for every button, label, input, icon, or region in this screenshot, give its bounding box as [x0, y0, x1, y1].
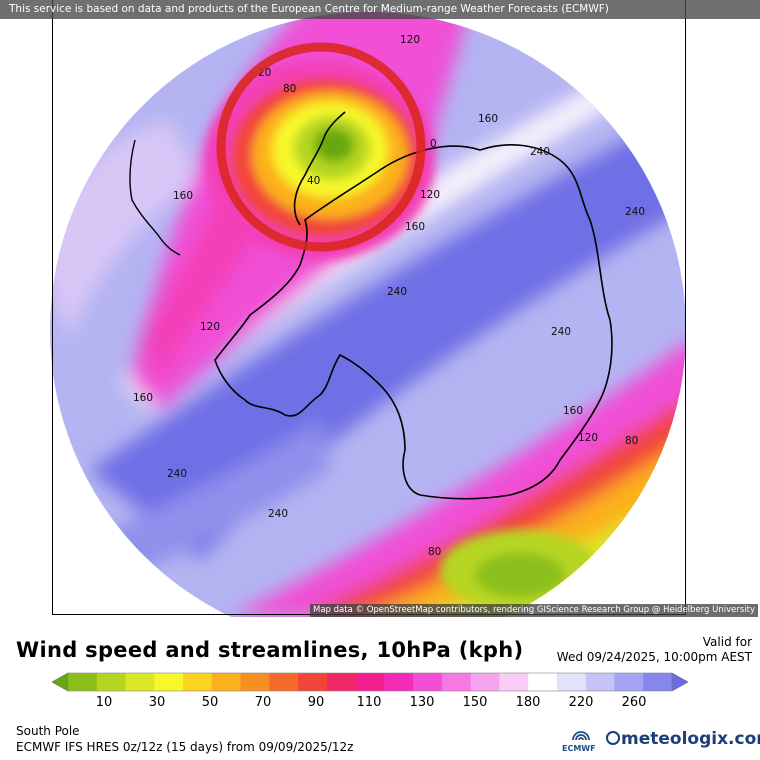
scale-color-step: [125, 673, 155, 691]
contour-label: 240: [551, 326, 571, 338]
contour-label: 240: [268, 508, 288, 520]
scale-color-step: [413, 673, 443, 691]
ecmwf-logo[interactable]: ECMWF: [562, 728, 602, 756]
contour-label: 120: [578, 432, 598, 444]
scale-color-step: [183, 673, 213, 691]
contour-label: 160: [133, 392, 153, 404]
scale-tick: 260: [621, 695, 647, 710]
contour-label: 0: [430, 138, 437, 150]
contour-label: 240: [167, 468, 187, 480]
contour-label: 240: [625, 206, 645, 218]
contour-label: 40: [307, 175, 320, 187]
scale-tick: 220: [568, 695, 594, 710]
map-attribution[interactable]: Map data © OpenStreetMap contributors, r…: [310, 604, 758, 617]
contour-label: 160: [405, 221, 425, 233]
scale-color-step: [154, 673, 184, 691]
region-label: South Pole: [16, 724, 80, 738]
valid-datetime: Wed 09/24/2025, 10:00pm AEST: [556, 650, 752, 664]
source-credit-bar: This service is based on data and produc…: [0, 0, 760, 19]
ecmwf-logo-icon: [572, 731, 590, 741]
scale-color-step: [499, 673, 529, 691]
scale-tick: 70: [254, 695, 272, 710]
scale-color-step: [528, 673, 558, 691]
scale-max-arrow: [671, 672, 688, 692]
chart-title: Wind speed and streamlines, 10hPa (kph): [16, 638, 524, 662]
ecmwf-logo-text: ECMWF: [562, 744, 596, 753]
scale-color-step: [269, 673, 299, 691]
meteologix-logo[interactable]: meteologix.com: [606, 729, 760, 749]
scale-color-step: [441, 673, 472, 691]
color-scale-bar: [52, 672, 688, 692]
contour-label: 120: [400, 34, 420, 46]
valid-for-label: Valid for: [702, 635, 752, 649]
south-america-coast: [129, 139, 181, 256]
scale-tick: 150: [462, 695, 488, 710]
highlight-circle: [216, 42, 426, 252]
antarctic-peninsula: [293, 111, 346, 226]
scale-tick: 90: [307, 695, 325, 710]
scale-tick: 130: [409, 695, 435, 710]
scale-border: [67, 672, 673, 692]
scale-color-step: [96, 673, 127, 691]
contour-label: 120: [420, 189, 440, 201]
model-run-info: ECMWF IFS HRES 0z/12z (15 days) from 09/…: [16, 740, 354, 754]
wind-speed-map[interactable]: 160 120 20 80 160 240 0 40 120 160 240 1…: [0, 0, 760, 617]
contour-label: 160: [563, 405, 583, 417]
contour-label: 80: [283, 83, 296, 95]
scale-color-step: [614, 673, 644, 691]
contour-label: 80: [428, 546, 441, 558]
scale-color-step: [240, 673, 270, 691]
scale-color-step: [355, 673, 385, 691]
contour-label: 80: [625, 435, 638, 447]
map-area[interactable]: 160 120 20 80 160 240 0 40 120 160 240 1…: [0, 0, 760, 617]
scale-tick: 30: [148, 695, 166, 710]
scale-min-arrow: [52, 672, 69, 692]
scale-color-step: [326, 673, 357, 691]
scale-color-step: [68, 673, 98, 691]
scale-color-step: [298, 673, 328, 691]
scale-color-step: [643, 673, 673, 691]
scale-color-step: [585, 673, 615, 691]
scale-tick: 110: [356, 695, 382, 710]
contour-labels: 160 120 20 80 160 240 0 40 120 160 240 1…: [133, 19, 645, 558]
scale-tick: 10: [95, 695, 113, 710]
meteologix-logo-icon: [606, 731, 620, 745]
contour-label: 120: [200, 321, 220, 333]
scale-tick: 50: [201, 695, 219, 710]
scale-tick: 180: [515, 695, 541, 710]
contour-label: 160: [478, 113, 498, 125]
contour-label: 160: [248, 19, 268, 31]
contour-label: 240: [387, 286, 407, 298]
scale-color-step: [556, 673, 587, 691]
scale-color-step: [470, 673, 500, 691]
contour-label: 240: [530, 146, 550, 158]
antarctica-coastline: [214, 144, 613, 500]
scale-color-step: [211, 673, 242, 691]
contour-label: 160: [173, 190, 193, 202]
meteologix-logo-text: meteologix.com: [621, 729, 760, 749]
scale-color-step: [384, 673, 414, 691]
